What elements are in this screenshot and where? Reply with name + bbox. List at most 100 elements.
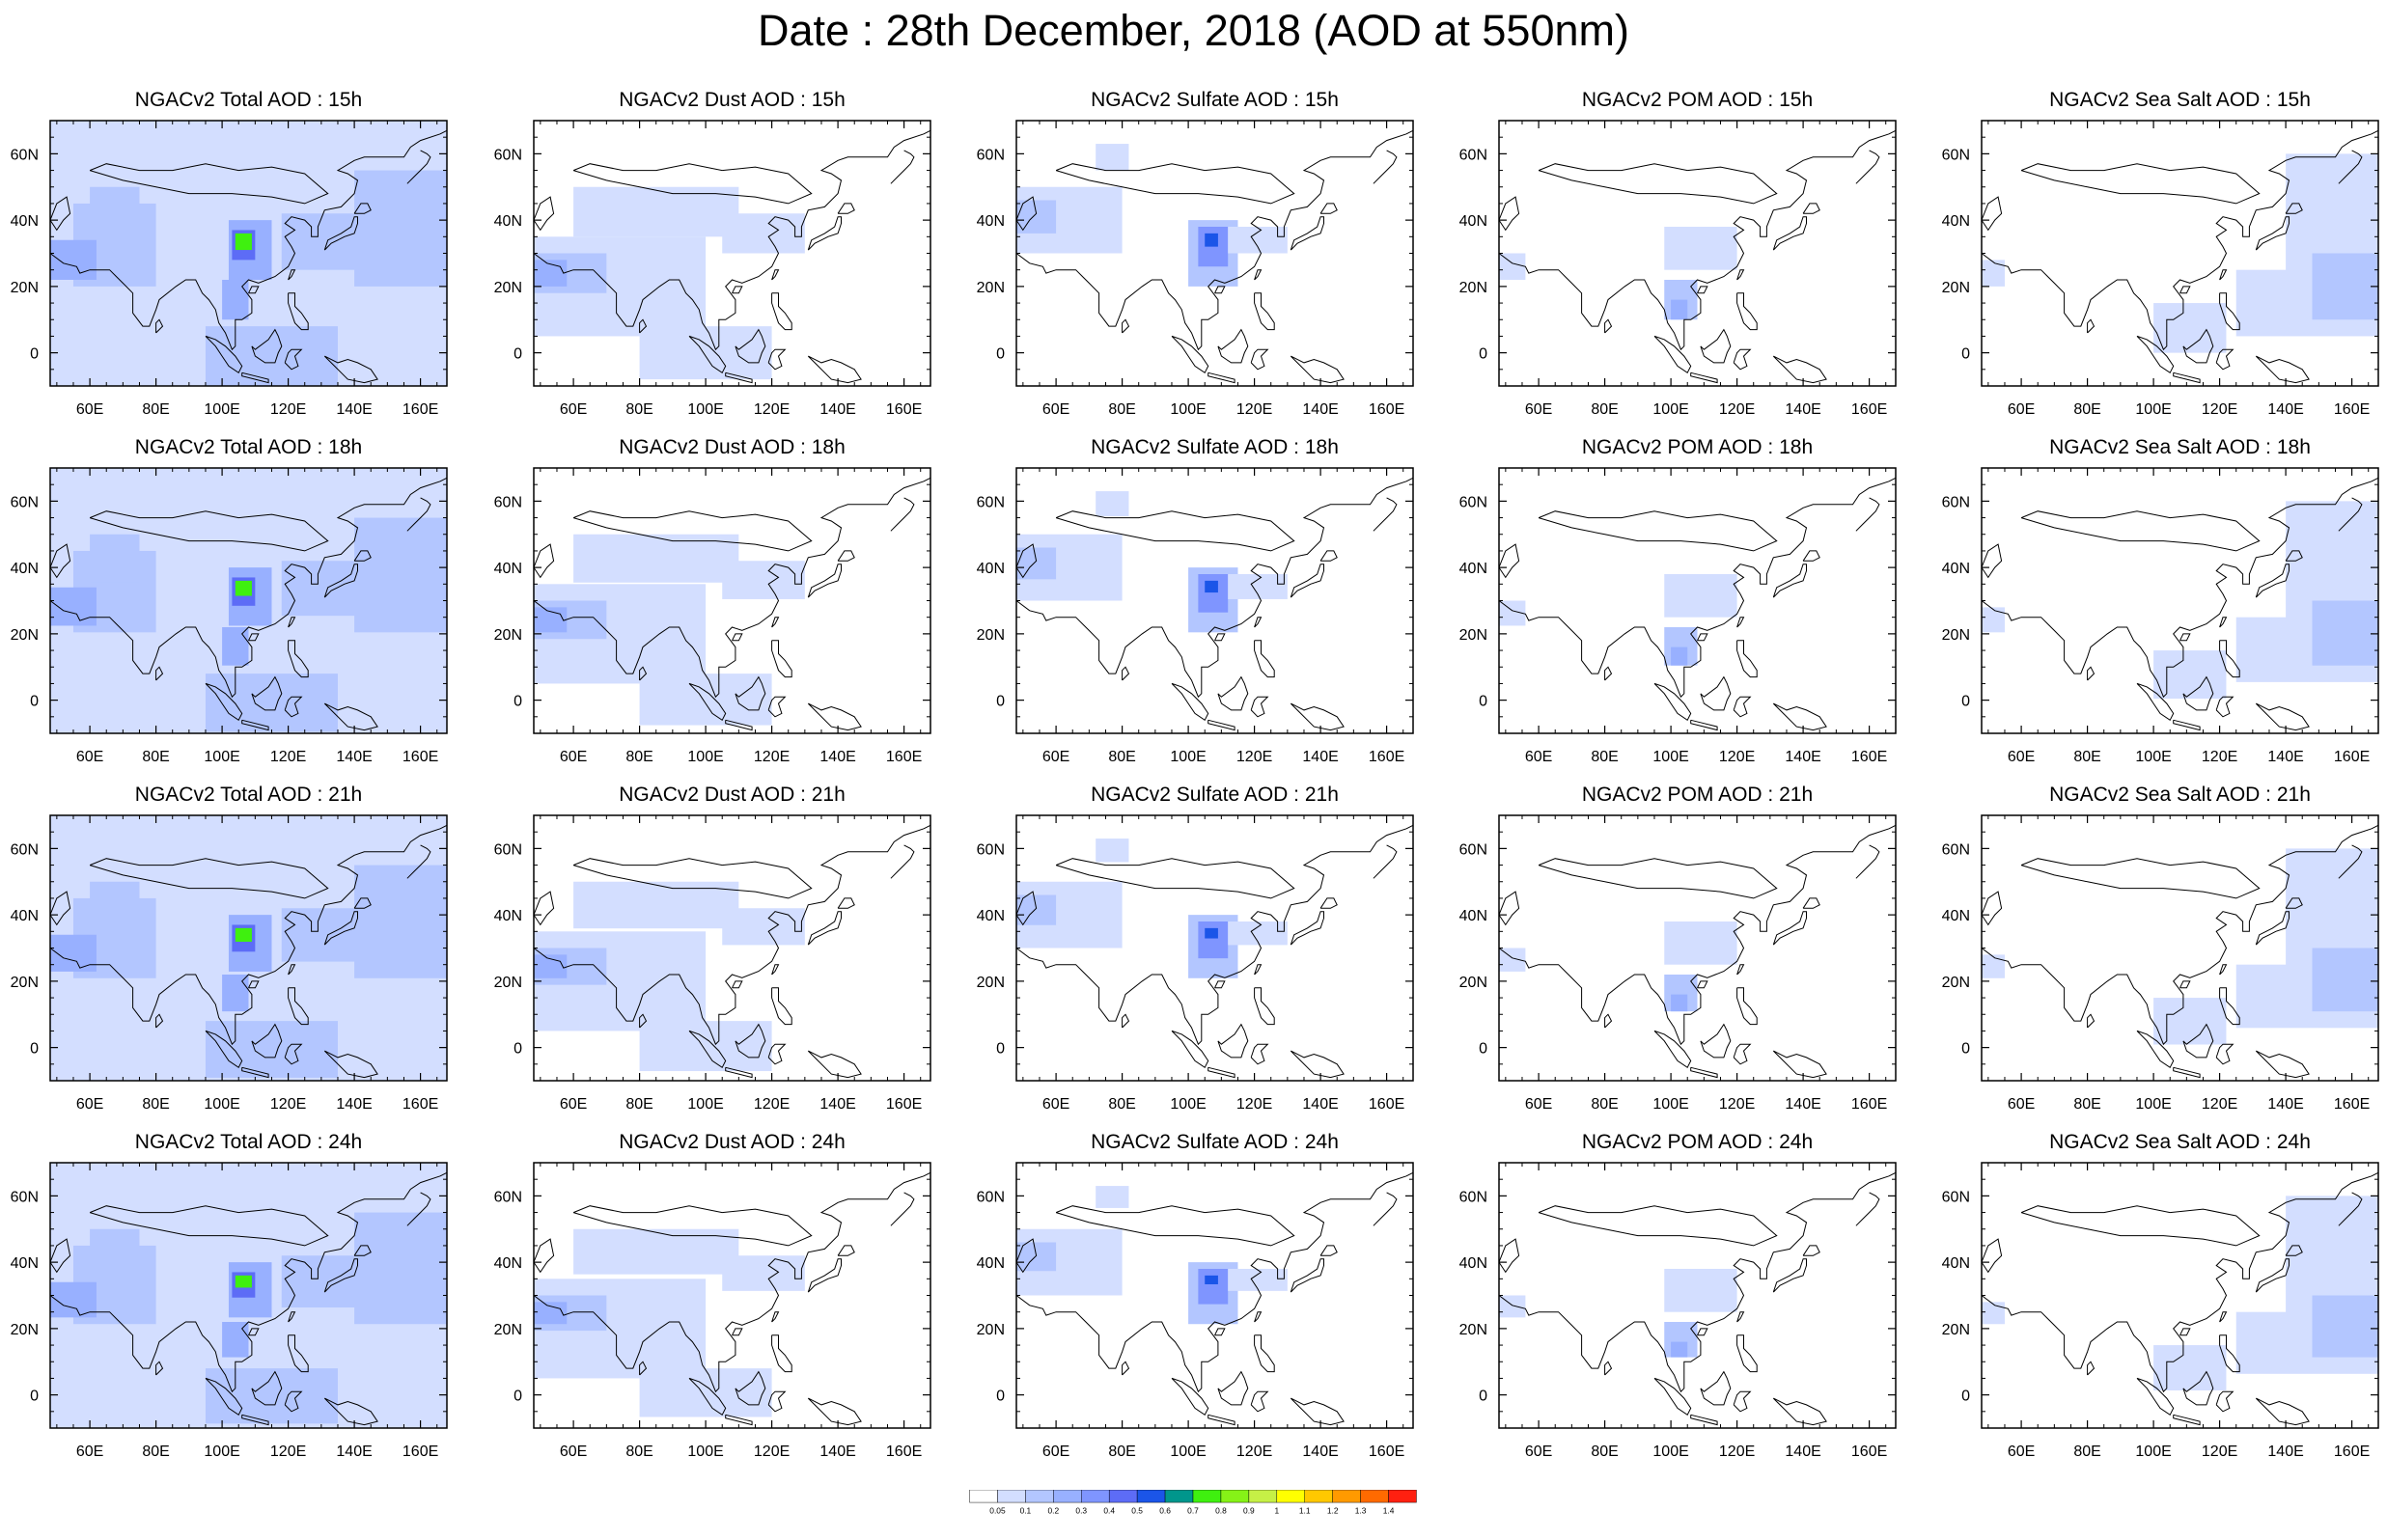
x-tick-label: 60E bbox=[1525, 749, 1552, 765]
x-tick-label: 60E bbox=[1042, 1444, 1069, 1460]
y-tick-label: 60N bbox=[11, 841, 39, 858]
y-tick-label: 40N bbox=[977, 561, 1005, 577]
aod-field-cell bbox=[722, 561, 805, 599]
aod-field-cell bbox=[573, 1228, 739, 1275]
coastline bbox=[2219, 617, 2228, 628]
colorbar-swatch bbox=[1025, 1490, 1054, 1503]
coastline bbox=[1733, 1043, 1752, 1065]
coastline bbox=[2179, 1328, 2191, 1336]
coastline bbox=[1295, 1080, 1312, 1081]
coastline bbox=[2219, 1311, 2228, 1323]
coastline bbox=[1653, 1030, 1692, 1069]
y-tick-label: 60N bbox=[1459, 1189, 1487, 1205]
coastline bbox=[1982, 543, 2003, 579]
x-tick-label: 100E bbox=[2135, 401, 2171, 418]
y-tick-label: 0 bbox=[1479, 346, 1487, 363]
coastline bbox=[1290, 216, 1324, 251]
coastline bbox=[735, 328, 766, 364]
x-tick-label: 140E bbox=[1785, 749, 1820, 765]
coastline bbox=[2219, 964, 2228, 976]
coastline bbox=[288, 1311, 296, 1323]
coastline bbox=[813, 732, 829, 733]
map-panel: NGACv2 Sulfate AOD : 18h 60E 80E 100E 120E 14… bbox=[977, 436, 1414, 765]
y-tick-label: 60N bbox=[1942, 494, 1970, 510]
coastline bbox=[1319, 1245, 1338, 1256]
x-tick-label: 140E bbox=[336, 1444, 372, 1460]
coastline bbox=[534, 196, 555, 232]
y-tick-label: 0 bbox=[1961, 346, 1970, 363]
x-tick-label: 80E bbox=[625, 401, 652, 418]
coastline bbox=[1697, 1328, 1708, 1336]
coastline bbox=[735, 1370, 766, 1406]
coastline bbox=[1254, 987, 1275, 1026]
map-panel: NGACv2 Dust AOD : 24h 60E 80E 100E 120E 140E 1… bbox=[494, 1131, 931, 1460]
x-tick-label: 60E bbox=[1525, 401, 1552, 418]
y-tick-label: 20N bbox=[1942, 975, 1970, 991]
coastline bbox=[155, 1013, 164, 1029]
coastline bbox=[1254, 269, 1263, 281]
coastline bbox=[2136, 335, 2175, 374]
colorbar-swatch bbox=[1192, 1490, 1222, 1503]
coastline bbox=[1207, 719, 1235, 731]
y-tick-label: 40N bbox=[977, 1255, 1005, 1272]
coastline bbox=[1499, 196, 1520, 232]
coastline bbox=[1690, 719, 1718, 731]
y-tick-label: 40N bbox=[494, 1255, 522, 1272]
coastline bbox=[248, 633, 260, 642]
y-tick-label: 20N bbox=[1942, 1322, 1970, 1338]
x-tick-label: 140E bbox=[819, 1444, 855, 1460]
panel-title: NGACv2 Sea Salt AOD : 24h bbox=[2049, 1131, 2311, 1153]
coastline bbox=[572, 163, 813, 205]
colorbar-swatch bbox=[1136, 1490, 1166, 1503]
coastline bbox=[2285, 203, 2303, 214]
y-tick-label: 60N bbox=[977, 1189, 1005, 1205]
x-tick-label: 80E bbox=[1108, 1444, 1135, 1460]
x-tick-label: 80E bbox=[1591, 1444, 1618, 1460]
aod-field-cell bbox=[1664, 1269, 1737, 1312]
coastline bbox=[323, 355, 378, 384]
aod-field-cell bbox=[722, 908, 805, 946]
aod-field-cell bbox=[235, 233, 252, 251]
coastline bbox=[1171, 335, 1209, 374]
aod-field-cell bbox=[90, 1228, 140, 1275]
x-tick-label: 120E bbox=[1719, 401, 1755, 418]
coastline bbox=[2182, 1370, 2214, 1406]
aod-field-cell bbox=[639, 1368, 772, 1417]
aod-field-cell bbox=[1671, 994, 1688, 1012]
coastline bbox=[329, 385, 346, 386]
x-tick-label: 120E bbox=[1236, 1096, 1272, 1113]
coastline bbox=[1290, 1050, 1345, 1079]
coastline bbox=[50, 477, 447, 699]
x-tick-label: 160E bbox=[402, 1444, 438, 1460]
y-tick-label: 20N bbox=[977, 975, 1005, 991]
x-tick-label: 120E bbox=[1719, 749, 1755, 765]
coastline bbox=[1250, 696, 1269, 718]
y-tick-label: 40N bbox=[11, 561, 39, 577]
panel-title: NGACv2 Dust AOD : 18h bbox=[619, 436, 846, 458]
x-tick-label: 160E bbox=[402, 749, 438, 765]
aod-field-cell bbox=[235, 927, 252, 942]
aod-field-cell bbox=[1671, 1341, 1688, 1358]
panel-title: NGACv2 POM AOD : 18h bbox=[1582, 436, 1813, 458]
x-tick-label: 140E bbox=[1785, 1096, 1820, 1113]
coastline bbox=[1319, 203, 1338, 214]
coastline bbox=[2179, 633, 2191, 642]
colorbar-label: 0.6 bbox=[1159, 1505, 1171, 1515]
y-tick-label: 40N bbox=[1942, 213, 1970, 230]
coastline bbox=[1254, 617, 1263, 628]
x-tick-label: 140E bbox=[819, 401, 855, 418]
coastline bbox=[1055, 858, 1295, 899]
x-tick-label: 60E bbox=[1042, 401, 1069, 418]
coastline bbox=[284, 348, 303, 371]
colorbar-swatch bbox=[1220, 1490, 1250, 1503]
aod-field-cell bbox=[1228, 227, 1288, 254]
x-tick-label: 80E bbox=[625, 749, 652, 765]
coastline bbox=[205, 1377, 243, 1416]
x-tick-label: 100E bbox=[1170, 1444, 1206, 1460]
colorbar-swatch bbox=[1108, 1490, 1138, 1503]
x-tick-label: 80E bbox=[2073, 1096, 2100, 1113]
coastline bbox=[241, 371, 269, 384]
x-tick-label: 100E bbox=[687, 1444, 723, 1460]
panel-title: NGACv2 Sea Salt AOD : 18h bbox=[2049, 436, 2311, 458]
y-tick-label: 20N bbox=[977, 280, 1005, 296]
